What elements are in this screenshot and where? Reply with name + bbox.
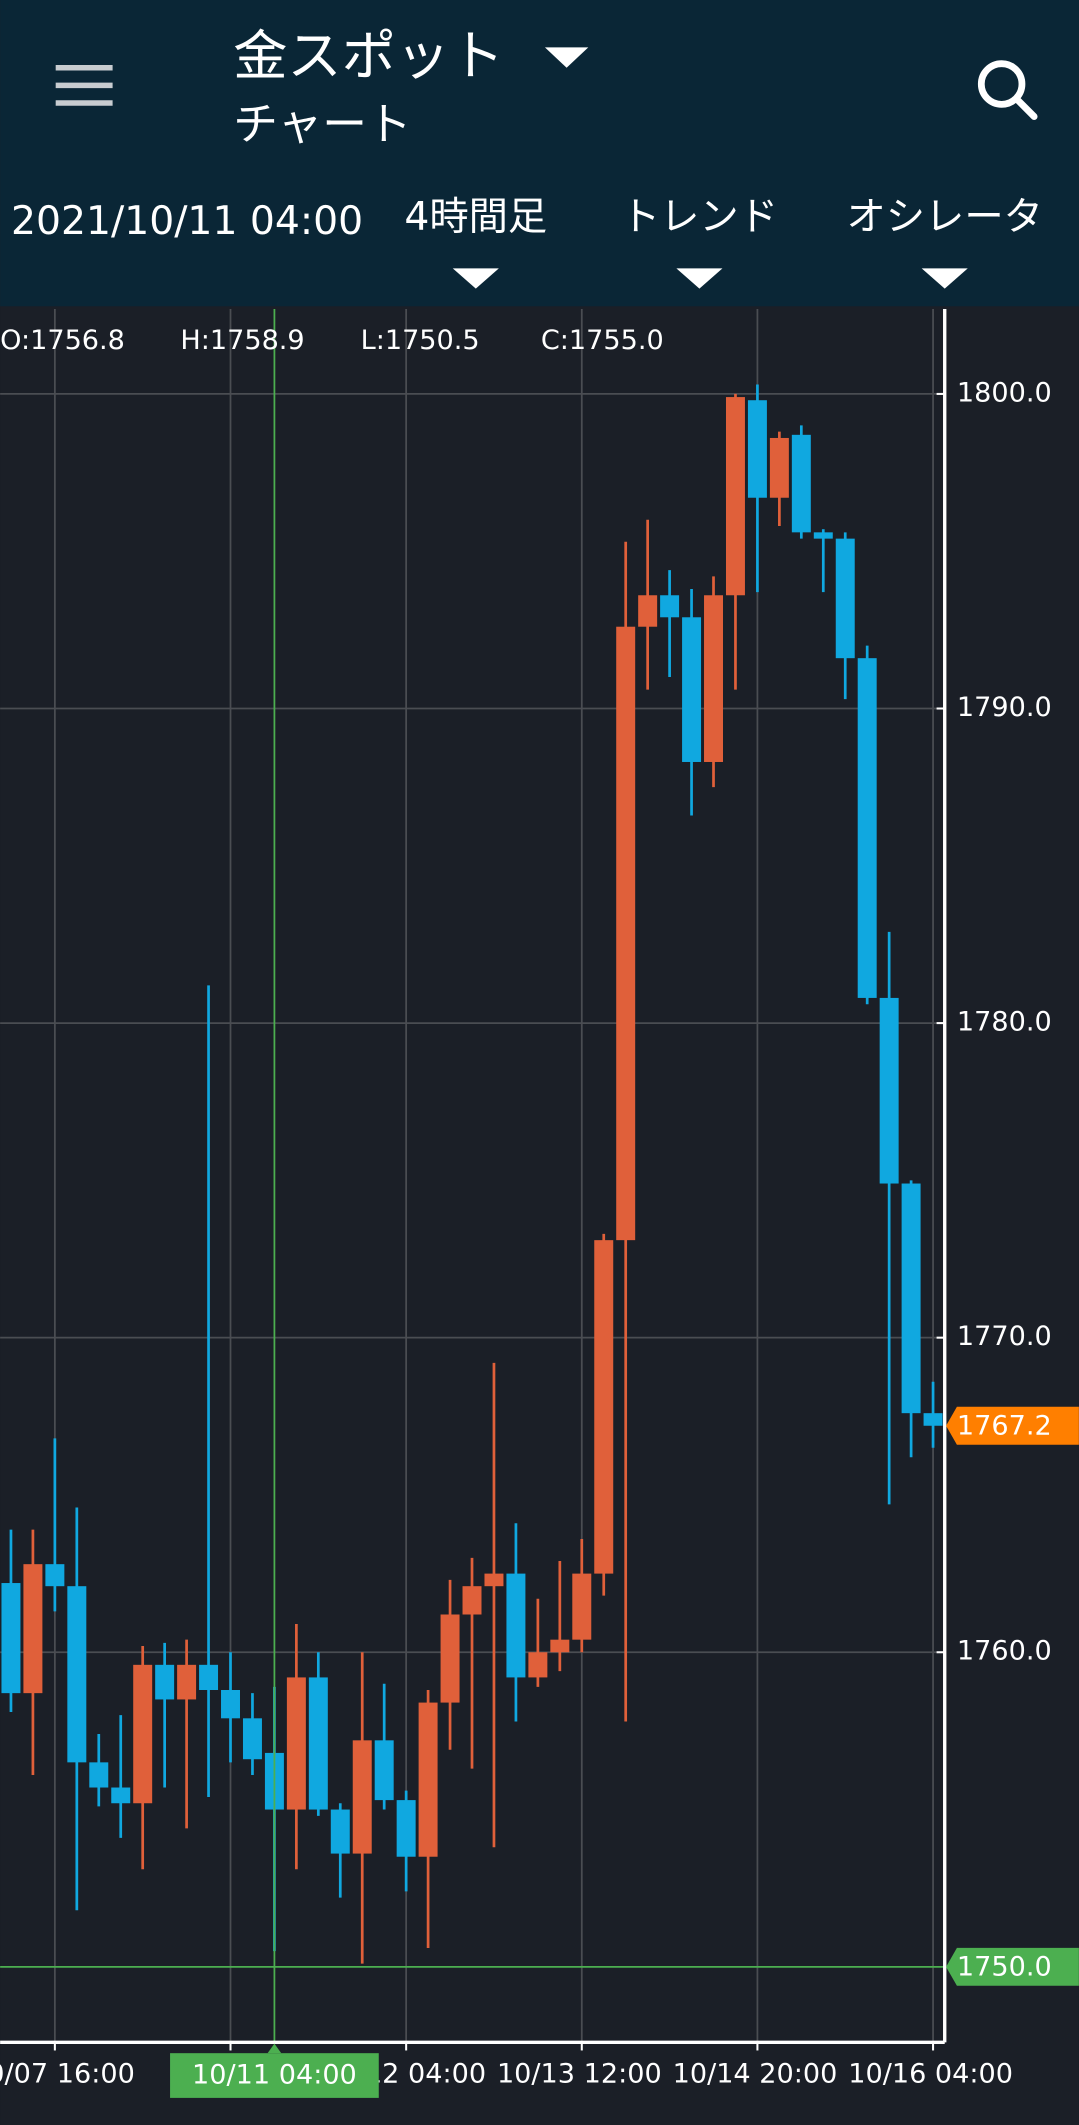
candle-body: [660, 595, 680, 618]
candle-body: [791, 434, 811, 533]
ohlc-readout: O:1756.8: [0, 325, 125, 356]
candle-body: [835, 538, 855, 659]
toolbar-item[interactable]: 4時間足: [404, 195, 547, 240]
x-tick-label: 10/13 12:00: [497, 2058, 662, 2089]
candle-body: [769, 437, 789, 498]
crosshair-x-label: 10/11 04:00: [192, 2060, 357, 2091]
crosshair-price-box: [946, 1947, 1079, 1986]
y-tick-label: 1760.0: [957, 1636, 1052, 1667]
search-button[interactable]: [977, 60, 1038, 120]
ohlc-readout: C:1755.0: [541, 325, 664, 356]
candle-body: [352, 1740, 372, 1854]
menu-button[interactable]: [55, 65, 113, 106]
app-title[interactable]: 金スポット: [233, 24, 504, 87]
candle-body: [462, 1586, 482, 1615]
toolbar-dropdown[interactable]: [452, 268, 499, 289]
y-tick-label: 1780.0: [957, 1007, 1052, 1038]
crosshair-x-box: [170, 2053, 379, 2098]
candle-body: [45, 1564, 65, 1587]
toolbar-dropdown[interactable]: [921, 268, 968, 289]
candle-body: [440, 1614, 460, 1703]
candle-body: [374, 1740, 394, 1801]
app-subtitle: チャート: [233, 97, 411, 150]
search-circle: [977, 60, 1026, 108]
x-tick-label: 10/16 04:00: [848, 2058, 1013, 2089]
candle-body: [879, 997, 899, 1184]
last-price-box: [946, 1406, 1079, 1445]
y-tick-label: 1800.0: [957, 377, 1052, 408]
candle-body: [221, 1690, 240, 1719]
y-tick-label: 1770.0: [957, 1321, 1052, 1352]
candle-body: [199, 1664, 219, 1691]
candle-body: [155, 1664, 175, 1700]
toolbar-datetime: 2021/10/11 04:00: [11, 199, 363, 244]
ohlc-readout: H:1758.9: [180, 325, 304, 356]
candle-body: [484, 1573, 504, 1587]
candle-body: [286, 1677, 306, 1810]
candle-body: [67, 1586, 87, 1763]
toolbar-item[interactable]: オシレータ: [846, 195, 1042, 240]
candle-body: [638, 595, 658, 627]
candle-body: [23, 1564, 43, 1694]
candle-body: [747, 400, 767, 498]
ohlc-readout: L:1750.5: [361, 325, 480, 356]
x-tick-label: 0/07 16:00: [0, 2058, 135, 2089]
crosshair-price-label: 1750.0: [957, 1952, 1052, 1983]
candle-body: [1, 1583, 21, 1694]
candle-body: [901, 1183, 921, 1414]
last-price-label: 1767.2: [957, 1411, 1052, 1442]
candle-body: [111, 1787, 131, 1804]
title-dropdown[interactable]: [544, 47, 589, 68]
candle-body: [616, 626, 636, 1241]
candle-body: [594, 1240, 614, 1574]
candle-body: [857, 658, 877, 998]
plot: 1800.0 1790.0 1780.0 1770.0 1760.0 0/07 16:00…: [0, 308, 1079, 2098]
candle-body: [242, 1718, 262, 1760]
candle-body: [133, 1664, 153, 1804]
app-header: [0, 0, 1079, 307]
toolbar-item[interactable]: トレンド: [621, 195, 778, 240]
candle-body: [923, 1413, 943, 1426]
candle-body: [506, 1573, 526, 1678]
candle-body: [308, 1677, 328, 1810]
y-tick-label: 1790.0: [957, 692, 1052, 723]
x-tick-label: 12 04:00: [365, 2058, 486, 2089]
toolbar-dropdown[interactable]: [676, 268, 723, 289]
candle-body: [418, 1702, 438, 1857]
candle-body: [396, 1800, 416, 1857]
candle-body: [813, 532, 833, 539]
candle-body: [330, 1809, 350, 1854]
x-tick-label: 10/14 20:00: [673, 2058, 838, 2089]
candle-body: [89, 1762, 109, 1788]
candle-body: [550, 1639, 570, 1653]
candle-body: [572, 1573, 592, 1640]
candle-body: [704, 595, 723, 762]
candle-body: [682, 617, 702, 762]
toolbar: 4時間足 トレンド オシレータ: [404, 195, 1043, 289]
candle-body: [177, 1664, 197, 1700]
search-handle: [1013, 95, 1038, 120]
candle-body: [528, 1652, 548, 1678]
crosshair-x-pointer: [267, 2043, 282, 2054]
candle-body: [725, 397, 745, 596]
